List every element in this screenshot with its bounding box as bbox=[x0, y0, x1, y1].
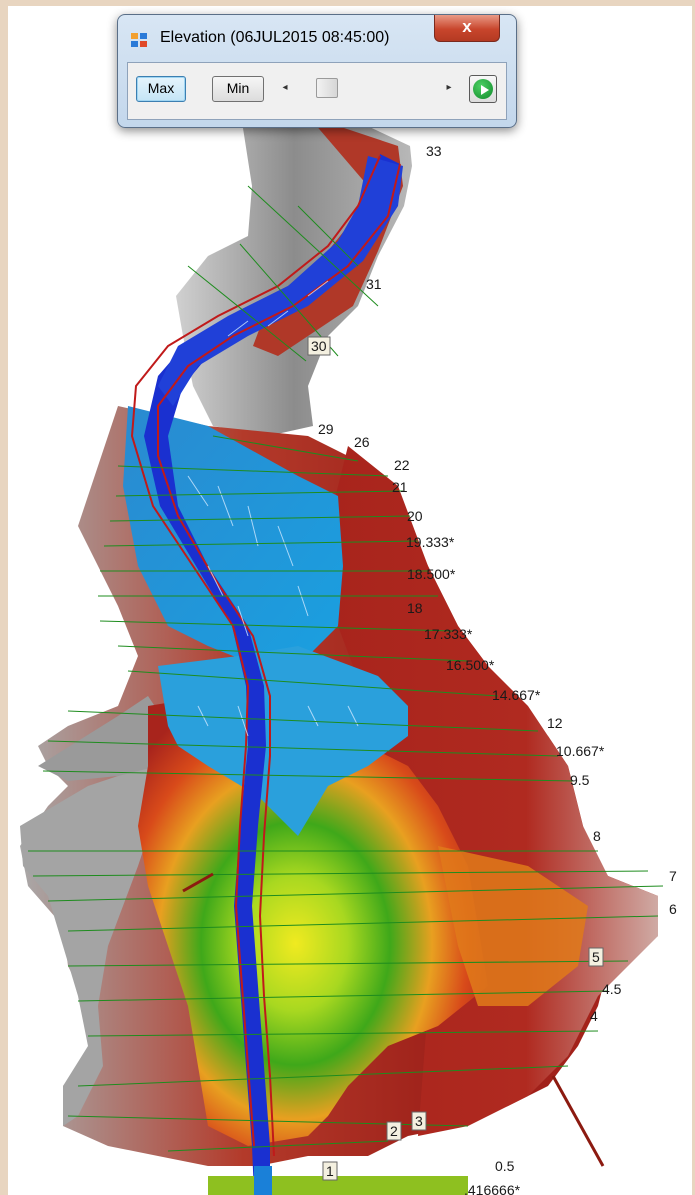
cross-section-label: 22 bbox=[394, 457, 410, 473]
cross-section-label: 33 bbox=[426, 143, 442, 159]
close-icon: x bbox=[462, 17, 472, 36]
max-button[interactable]: Max bbox=[136, 76, 186, 102]
inundation-upper bbox=[123, 406, 343, 666]
cross-section-label: 17.333* bbox=[424, 626, 473, 642]
min-button[interactable]: Min bbox=[212, 76, 264, 102]
cross-section-label: 31 bbox=[366, 276, 382, 292]
channel-wide-upper bbox=[158, 156, 403, 406]
flow-streaks bbox=[187, 280, 359, 737]
cross-section-label: 10.667* bbox=[556, 743, 605, 759]
elevation-map[interactable]: 333130292622212019.333*18.500*1817.333*1… bbox=[8, 6, 692, 1195]
elevation-dialog[interactable]: Elevation (06JUL2015 08:45:00) x Max Min… bbox=[117, 14, 517, 128]
channel-bottom bbox=[254, 1166, 272, 1195]
play-button[interactable] bbox=[469, 75, 497, 103]
cross-section-label: .416666* bbox=[464, 1182, 521, 1195]
cross-section-label: 1 bbox=[326, 1163, 334, 1179]
bank-line-right bbox=[157, 163, 401, 1157]
terrain-bottom-strip bbox=[208, 1176, 468, 1195]
cross-section-label: 18 bbox=[407, 600, 423, 616]
cross-section-label: 7 bbox=[669, 868, 677, 884]
cross-section-label: 9.5 bbox=[570, 772, 590, 788]
cross-section-label: 21 bbox=[392, 479, 408, 495]
cross-section-label: 29 bbox=[318, 421, 334, 437]
cross-section-label: 12 bbox=[547, 715, 563, 731]
time-slider-thumb[interactable] bbox=[316, 78, 338, 98]
valley-orange-band bbox=[438, 846, 588, 1006]
cross-section-label: 6 bbox=[669, 901, 677, 917]
bank-line-left bbox=[130, 155, 381, 1147]
dialog-titlebar[interactable]: Elevation (06JUL2015 08:45:00) x bbox=[118, 15, 516, 63]
cross-section-label: 14.667* bbox=[492, 687, 541, 703]
cross-section-label: 5 bbox=[592, 949, 600, 965]
terrain-upper bbox=[176, 96, 412, 436]
terrain-lower-left-gray bbox=[20, 766, 158, 1126]
cross-section-label: 16.500* bbox=[446, 657, 495, 673]
cross-section-label: 3 bbox=[415, 1113, 423, 1129]
cross-section-label: 0.5 bbox=[495, 1158, 515, 1174]
close-button[interactable]: x bbox=[434, 15, 500, 42]
cross-section-label-box bbox=[588, 947, 604, 967]
cross-section-labels: 333130292622212019.333*18.500*1817.333*1… bbox=[307, 143, 677, 1195]
levee-line-small bbox=[182, 872, 214, 893]
cross-section-label: 2 bbox=[390, 1123, 398, 1139]
play-icon bbox=[473, 79, 493, 99]
cross-section-lines bbox=[28, 185, 664, 1152]
dialog-title: Elevation (06JUL2015 08:45:00) bbox=[160, 29, 390, 46]
scroll-left-arrow-icon[interactable]: ◂ bbox=[282, 82, 288, 93]
cross-section-label-box bbox=[411, 1111, 427, 1131]
valley-floor bbox=[138, 696, 488, 1146]
cross-section-label: 18.500* bbox=[407, 566, 456, 582]
cross-section-label-box bbox=[307, 336, 331, 356]
cross-section-label-box bbox=[386, 1121, 402, 1141]
cross-section-label: 20 bbox=[407, 508, 423, 524]
time-slider[interactable]: ◂ ▸ bbox=[278, 78, 456, 98]
cross-section-label: 8 bbox=[593, 828, 601, 844]
inundation-lower bbox=[158, 646, 408, 836]
cross-section-label: 4.5 bbox=[602, 981, 622, 997]
levee-line bbox=[551, 1075, 605, 1167]
terrain-left-spur bbox=[38, 696, 168, 781]
dialog-controls: Max Min ◂ ▸ bbox=[127, 62, 507, 120]
map-viewport[interactable]: 33 31 30 29 26 22 21 20 19.333* 18.500* 18 17.333* 1… bbox=[8, 6, 692, 1195]
ras-mapper-icon bbox=[131, 33, 147, 47]
cross-section-label-box bbox=[322, 1161, 338, 1181]
cross-section-label: 4 bbox=[590, 1008, 598, 1024]
cross-section-label: 19.333* bbox=[406, 534, 455, 550]
cross-section-label: 30 bbox=[311, 338, 327, 354]
scroll-right-arrow-icon[interactable]: ▸ bbox=[446, 82, 452, 93]
cross-section-label: 26 bbox=[354, 434, 370, 450]
